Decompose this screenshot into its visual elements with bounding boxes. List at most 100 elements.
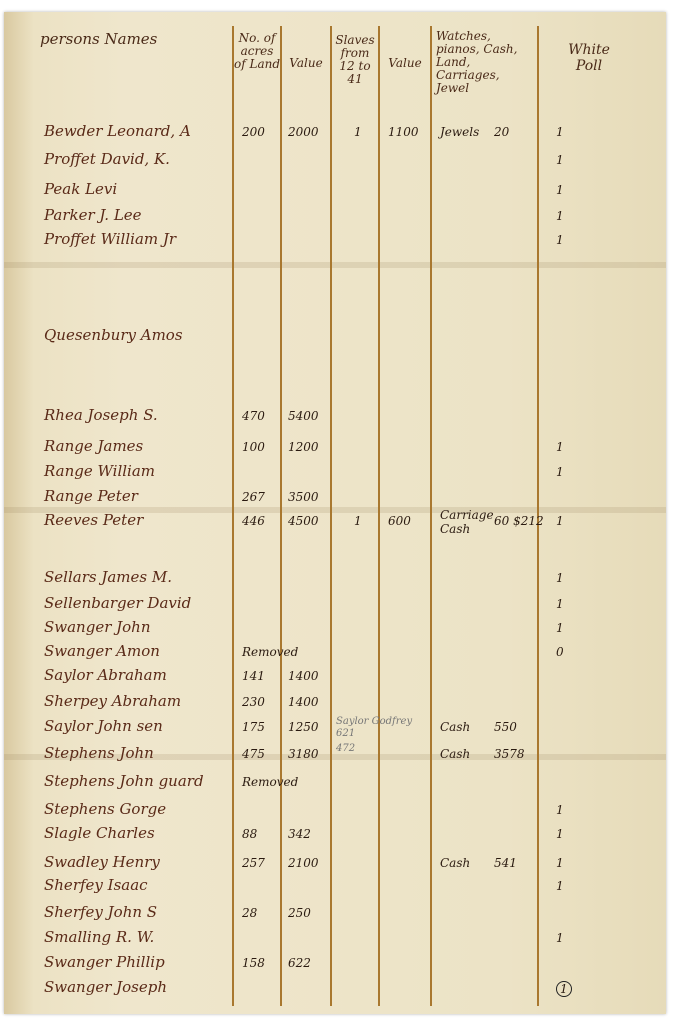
acres-value: 475 bbox=[242, 747, 265, 761]
row-name: Proffet William Jr bbox=[44, 230, 177, 248]
ledger-page: persons Names No. of acres of Land Value… bbox=[4, 12, 666, 1014]
row-name: Stephens John bbox=[44, 744, 154, 762]
row-name: Proffet David, K. bbox=[44, 150, 170, 168]
row-name: Parker J. Lee bbox=[44, 206, 142, 224]
white-poll-count: 1 bbox=[556, 621, 564, 635]
row-name: Saylor Abraham bbox=[44, 666, 167, 684]
acres-value: 28 bbox=[242, 906, 258, 920]
land-value: 2100 bbox=[288, 856, 319, 870]
row-name: Sherfey John S bbox=[44, 903, 158, 921]
white-poll-count: 1 bbox=[556, 153, 564, 167]
header-slave-value: Value bbox=[388, 56, 422, 70]
land-value: 1400 bbox=[288, 669, 319, 683]
column-rule bbox=[430, 26, 432, 1006]
row-name: Sherpey Abraham bbox=[44, 692, 182, 710]
row-name: Range James bbox=[44, 437, 144, 455]
row-name: Swanger John bbox=[44, 618, 151, 636]
white-poll-count: 1 bbox=[556, 827, 564, 841]
white-poll-count: 1 bbox=[556, 597, 564, 611]
watches-value: 541 bbox=[494, 856, 517, 870]
header-names: persons Names bbox=[40, 30, 158, 48]
header-slaves: Slaves from 12 to 41 bbox=[335, 33, 375, 86]
land-value: 1400 bbox=[288, 695, 319, 709]
column-rule bbox=[280, 26, 282, 1006]
row-name: Stephens Gorge bbox=[44, 800, 167, 818]
row-name: Swadley Henry bbox=[44, 853, 160, 871]
paper-fold bbox=[4, 507, 666, 513]
row-name: Swanger Phillip bbox=[44, 953, 165, 971]
white-poll-count: 1 bbox=[556, 931, 564, 945]
acres-value: 100 bbox=[242, 440, 265, 454]
row-name: Reeves Peter bbox=[44, 511, 144, 529]
slave-value: 1100 bbox=[388, 125, 419, 139]
white-poll-count: 1 bbox=[556, 803, 564, 817]
land-value: 4500 bbox=[288, 514, 319, 528]
land-value: 1200 bbox=[288, 440, 319, 454]
acres-value: 200 bbox=[242, 125, 265, 139]
white-poll-count: 1 bbox=[556, 571, 564, 585]
row-name: Sellenbarger David bbox=[44, 594, 192, 612]
paper-fold bbox=[4, 262, 666, 268]
row-name: Stephens John guard bbox=[44, 772, 204, 790]
row-name: Sherfey Isaac bbox=[44, 876, 148, 894]
white-poll-count: 1 bbox=[556, 183, 564, 197]
header-acres: No. of acres of Land bbox=[234, 31, 281, 71]
land-value: 342 bbox=[288, 827, 311, 841]
row-name: Smalling R. W. bbox=[44, 928, 155, 946]
column-rule bbox=[232, 26, 234, 1006]
row-name: Saylor John sen bbox=[44, 717, 163, 735]
white-poll-count: 0 bbox=[556, 645, 564, 659]
slave-value: 600 bbox=[388, 514, 411, 528]
row-name: Sellars James M. bbox=[44, 568, 172, 586]
watches-item: Cash bbox=[440, 720, 471, 734]
watches-value: 550 bbox=[494, 720, 517, 734]
watches-value: 60 $212 bbox=[494, 514, 544, 528]
column-rule bbox=[537, 26, 539, 1006]
white-poll-count: 1 bbox=[556, 856, 564, 870]
land-value: 5400 bbox=[288, 409, 319, 423]
white-poll-count: 1 bbox=[556, 981, 572, 997]
watches-item: Cash bbox=[440, 856, 471, 870]
row-name: Quesenbury Amos bbox=[44, 326, 183, 344]
row-name: Rhea Joseph S. bbox=[44, 406, 158, 424]
row-note: Saylor Godfrey 621 bbox=[336, 716, 413, 739]
acres-value: 175 bbox=[242, 720, 265, 734]
land-value: 250 bbox=[288, 906, 311, 920]
acres-value: 267 bbox=[242, 490, 265, 504]
land-value: 3500 bbox=[288, 490, 319, 504]
paper-fold bbox=[4, 754, 666, 760]
white-poll-count: 1 bbox=[556, 440, 564, 454]
acres-value: 230 bbox=[242, 695, 265, 709]
watches-value: 20 bbox=[494, 125, 510, 139]
header-land-value: Value bbox=[289, 56, 323, 70]
slaves-count: 1 bbox=[354, 514, 362, 528]
white-poll-count: 1 bbox=[556, 125, 564, 139]
row-name: Range William bbox=[44, 462, 155, 480]
header-watches: Watches, pianos, Cash, Land, Carriages, … bbox=[436, 29, 518, 95]
header-white-poll: White Poll bbox=[568, 42, 610, 74]
acres-value: 158 bbox=[242, 956, 265, 970]
acres-value: 446 bbox=[242, 514, 265, 528]
row-name: Swanger Joseph bbox=[44, 978, 168, 996]
watches-item: Jewels bbox=[440, 125, 480, 139]
watches-value: 3578 bbox=[494, 747, 525, 761]
acres-value: Removed bbox=[242, 775, 299, 789]
acres-value: 257 bbox=[242, 856, 265, 870]
land-value: 3180 bbox=[288, 747, 319, 761]
acres-value: Removed bbox=[242, 645, 299, 659]
acres-value: 470 bbox=[242, 409, 265, 423]
column-rule bbox=[330, 26, 332, 1006]
white-poll-count: 1 bbox=[556, 514, 564, 528]
row-name: Peak Levi bbox=[44, 180, 118, 198]
column-rule bbox=[378, 26, 380, 1006]
land-value: 1250 bbox=[288, 720, 319, 734]
white-poll-count: 1 bbox=[556, 233, 564, 247]
acres-value: 88 bbox=[242, 827, 258, 841]
row-name: Slagle Charles bbox=[44, 824, 155, 842]
white-poll-count: 1 bbox=[556, 465, 564, 479]
row-name: Range Peter bbox=[44, 487, 138, 505]
land-value: 2000 bbox=[288, 125, 319, 139]
watches-item: Carriage Cash bbox=[440, 508, 494, 536]
white-poll-count: 1 bbox=[556, 879, 564, 893]
row-note: 472 bbox=[336, 743, 356, 754]
